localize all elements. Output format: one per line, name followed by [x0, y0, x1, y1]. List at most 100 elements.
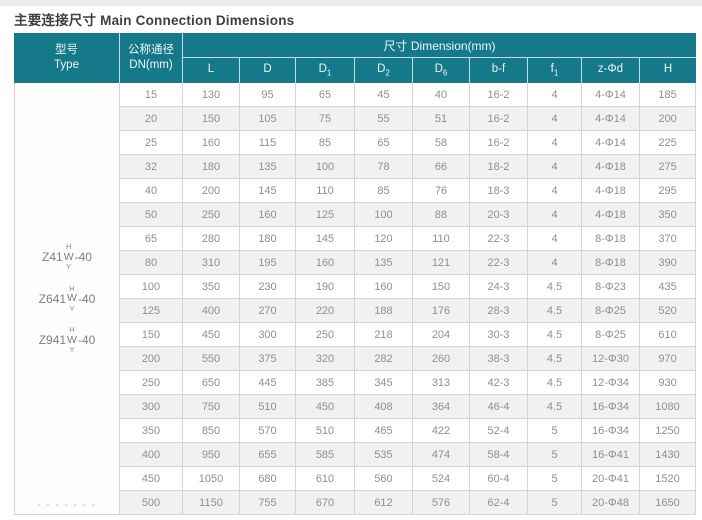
value-cell: 145	[240, 179, 296, 203]
value-cell: 474	[413, 443, 470, 467]
value-cell: 16-2	[470, 83, 528, 107]
table-row: 200 550 375 320 282 260 38-3 4.5 12-Φ30 970	[14, 347, 697, 371]
table-row: 450 1050 680 610 560 524 60-4 5 20-Φ41 1520	[14, 467, 697, 491]
value-cell: 8-Φ18	[582, 227, 640, 251]
value-cell: 310	[183, 251, 240, 275]
value-cell: 120	[355, 227, 413, 251]
table-row: 250 650 445 385 345 313 42-3 4.5 12-Φ34 930	[14, 371, 697, 395]
value-cell: 16-2	[470, 131, 528, 155]
value-cell: 58-4	[470, 443, 528, 467]
value-cell: 350	[640, 203, 697, 227]
value-cell: 200	[640, 107, 697, 131]
value-cell: 4	[528, 131, 582, 155]
value-cell: 22-3	[470, 227, 528, 251]
value-cell: 1050	[183, 467, 240, 491]
dn-cell: 150	[120, 323, 183, 347]
value-cell: 4	[528, 83, 582, 107]
value-cell: 12-Φ30	[582, 347, 640, 371]
value-cell: 524	[413, 467, 470, 491]
value-cell: 4-Φ18	[582, 155, 640, 179]
value-cell: 8-Φ25	[582, 299, 640, 323]
value-cell: 450	[296, 395, 355, 419]
value-cell: 4.5	[528, 299, 582, 323]
col-header-D6: D6	[413, 58, 470, 83]
header-row-subcolumns: L D D1 D2 D6 b-f f1 z-Φd H	[14, 58, 697, 83]
table-row: 150 450 300 250 218 204 30-3 4.5 8-Φ25 610	[14, 323, 697, 347]
value-cell: 51	[413, 107, 470, 131]
value-cell: 135	[240, 155, 296, 179]
value-cell: 62-4	[470, 491, 528, 515]
value-cell: 385	[296, 371, 355, 395]
value-cell: 295	[640, 179, 697, 203]
value-cell: 150	[413, 275, 470, 299]
value-cell: 40	[413, 83, 470, 107]
value-cell: 16-2	[470, 107, 528, 131]
value-cell: 65	[355, 131, 413, 155]
value-cell: 100	[355, 203, 413, 227]
value-cell: 115	[240, 131, 296, 155]
model-prefix: Z941	[38, 333, 67, 347]
value-cell: 4	[528, 203, 582, 227]
dn-cell: 100	[120, 275, 183, 299]
value-cell: 45	[355, 83, 413, 107]
col-header-D1: D1	[296, 58, 355, 83]
value-cell: 22-3	[470, 251, 528, 275]
value-cell: 4	[528, 107, 582, 131]
value-cell: 364	[413, 395, 470, 419]
dn-cell: 400	[120, 443, 183, 467]
type-model: Z941 H W Y -40	[39, 326, 96, 354]
value-cell: 76	[413, 179, 470, 203]
value-cell: 270	[240, 299, 296, 323]
value-cell: 655	[240, 443, 296, 467]
value-cell: 585	[296, 443, 355, 467]
value-cell: 280	[183, 227, 240, 251]
value-cell: 4	[528, 179, 582, 203]
value-cell: 450	[183, 323, 240, 347]
value-cell: 4-Φ18	[582, 179, 640, 203]
value-cell: 390	[640, 251, 697, 275]
value-cell: 160	[355, 275, 413, 299]
value-cell: 550	[183, 347, 240, 371]
value-cell: 20-3	[470, 203, 528, 227]
value-cell: 1080	[640, 395, 697, 419]
value-cell: 75	[296, 107, 355, 131]
col-header-D2: D2	[355, 58, 413, 83]
value-cell: 145	[296, 227, 355, 251]
value-cell: 110	[296, 179, 355, 203]
value-cell: 4	[528, 227, 582, 251]
value-cell: 176	[413, 299, 470, 323]
type-footer-dashes: - - - - - - -	[37, 499, 97, 511]
col-header-f1: f1	[528, 58, 582, 83]
dn-cell: 125	[120, 299, 183, 323]
value-cell: 180	[183, 155, 240, 179]
value-cell: 1650	[640, 491, 697, 515]
value-cell: 345	[355, 371, 413, 395]
model-suffix: -40	[77, 291, 96, 306]
value-cell: 300	[240, 323, 296, 347]
value-cell: 190	[296, 275, 355, 299]
value-cell: 12-Φ34	[582, 371, 640, 395]
value-cell: 4.5	[528, 347, 582, 371]
value-cell: 125	[296, 203, 355, 227]
value-cell: 350	[183, 275, 240, 299]
value-cell: 16-Φ34	[582, 419, 640, 443]
value-cell: 275	[640, 155, 697, 179]
table-row: 400 950 655 585 535 474 58-4 5 16-Φ41 1430	[14, 443, 697, 467]
connection-dimensions-table: 型号 Type 公称通径 DN(mm) 尺寸 Dimension(mm) L D…	[14, 33, 697, 515]
dn-cell: 500	[120, 491, 183, 515]
value-cell: 650	[183, 371, 240, 395]
value-cell: 42-3	[470, 371, 528, 395]
dn-cell: 50	[120, 203, 183, 227]
col-header-dn: 公称通径 DN(mm)	[120, 33, 183, 83]
value-cell: 250	[296, 323, 355, 347]
value-cell: 320	[296, 347, 355, 371]
value-cell: 576	[413, 491, 470, 515]
value-cell: 408	[355, 395, 413, 419]
table-row: 125 400 270 220 188 176 28-3 4.5 8-Φ25 520	[14, 299, 697, 323]
value-cell: 610	[296, 467, 355, 491]
table-row: 50 250 160 125 100 88 20-3 4 4-Φ18 350	[14, 203, 697, 227]
value-cell: 535	[355, 443, 413, 467]
col-header-dimension-group: 尺寸 Dimension(mm)	[183, 33, 697, 58]
value-cell: 4.5	[528, 323, 582, 347]
